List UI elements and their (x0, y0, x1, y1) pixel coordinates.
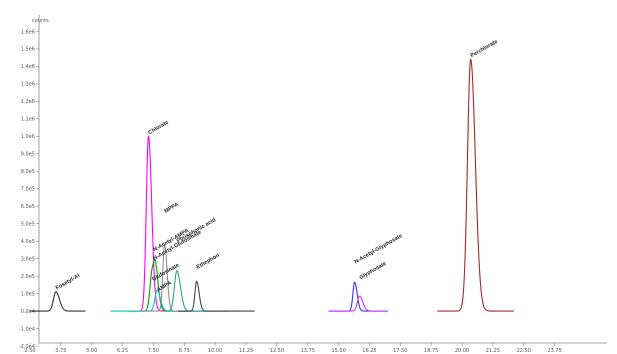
y-tick-label: 2.0e5 (21, 274, 35, 280)
x-tick-label: 16.25 (362, 348, 376, 354)
y-tick-label: 5.0e5 (21, 221, 35, 227)
trace-line-0 (29, 291, 86, 312)
x-tick-label: 23.75 (547, 348, 561, 354)
trace-line-6 (177, 280, 256, 312)
y-tick-label: 1.3e6 (21, 82, 35, 88)
y-tick-label: 6.0e5 (21, 204, 35, 210)
y-tick-label: 8.0e5 (21, 169, 35, 175)
x-tick-label: 7.50 (148, 348, 159, 354)
x-tick-label: 12.50 (270, 348, 284, 354)
y-unit-label: counts (32, 18, 49, 24)
x-tick-label: 22.50 (517, 348, 531, 354)
x-tick-label: 6.25 (117, 348, 128, 354)
x-tick-label: 10.00 (208, 348, 222, 354)
trace-line-8 (328, 295, 389, 312)
y-tick-label: -1.0e4 (19, 326, 35, 332)
y-tick-label: 7.0e5 (21, 187, 35, 193)
y-tick-label: 0.0e4 (21, 309, 35, 315)
y-tick-label: -2.0e4 (19, 344, 35, 350)
y-tick-label: 1.4e6 (21, 64, 35, 70)
x-tick-label: 15.00 (331, 348, 345, 354)
x-tick-label: 5.00 (86, 348, 97, 354)
y-tick-label: 1.6e6 (21, 29, 35, 35)
x-tick-label: 17.50 (393, 348, 407, 354)
y-tick-label: 1.5e6 (21, 47, 35, 53)
x-tick-label: 8.75 (179, 348, 190, 354)
x-tick-label: 2.50 (24, 348, 35, 354)
y-tick-label: 1.0e6 (21, 134, 35, 140)
y-tick-label: 1.0e5 (21, 291, 35, 297)
trace-group (29, 58, 515, 312)
y-tick-label: 4.0e5 (21, 239, 35, 245)
x-tick-label: 18.75 (424, 348, 438, 354)
y-tick-label: 1.1e6 (21, 117, 35, 123)
x-tick-group: 2.50 3.75 5.00 6.25 7.50 8.75 10.00 11.25 12.50 1… (24, 343, 562, 354)
trace-line-9 (436, 58, 515, 312)
y-tick-label: 3.0e5 (21, 256, 35, 262)
x-tick-label: 11.25 (239, 348, 253, 354)
x-tick-label: 20.00 (455, 348, 469, 354)
x-tick-label: 13.75 (301, 348, 315, 354)
y-tick-label: 9.0e5 (21, 152, 35, 158)
x-tick-label: 3.75 (55, 348, 66, 354)
y-tick-group: -2.0e4 -1.0e4 0.0e4 1.0e5 2.0e5 3.0e5 4.0e5 5.0… (19, 29, 39, 350)
x-tick-label: 21.25 (486, 348, 500, 354)
y-tick-label: 1.2e6 (21, 99, 35, 105)
